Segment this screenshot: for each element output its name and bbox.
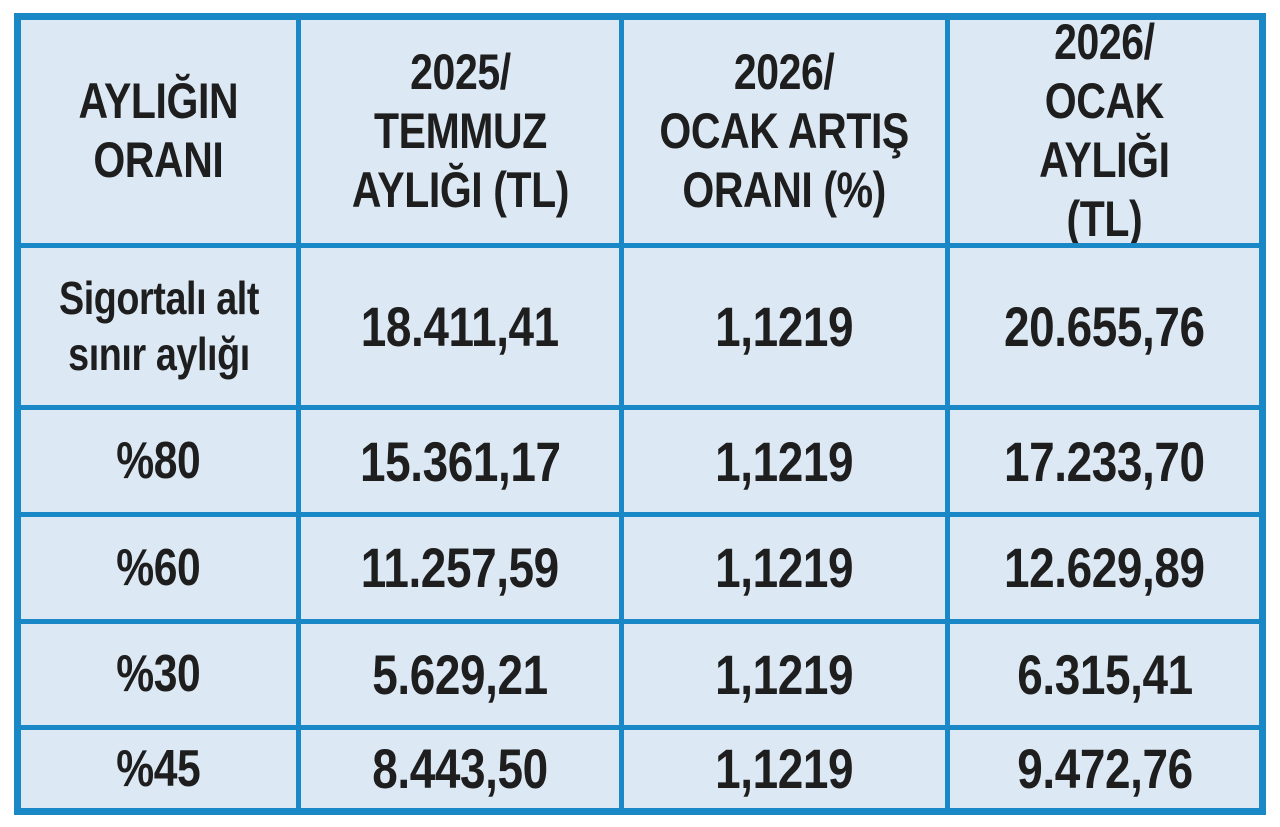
value-cell: 11.257,59 <box>301 516 619 619</box>
value-text: 8.443,50 <box>372 737 548 801</box>
value-cell: 1,1219 <box>623 410 946 512</box>
value-text: 6.315,41 <box>1016 642 1193 706</box>
row-label-60-percent: %60 <box>21 516 297 619</box>
value-text: 17.233,70 <box>1004 429 1205 493</box>
header-cell-2026-ocak-ayligi: 2026/ OCAK AYLIĞI (TL) <box>950 20 1259 243</box>
row-label-text: %45 <box>116 739 202 798</box>
value-text: 1,1219 <box>715 536 854 600</box>
value-cell: 17.233,70 <box>950 410 1259 512</box>
row-label-text: Sigortalı alt sınır aylığı <box>58 272 259 381</box>
header-cell-2026-ocak-artis-orani: 2026/ OCAK ARTIŞ ORANI (%) <box>623 20 946 243</box>
value-cell: 5.629,21 <box>301 623 619 725</box>
header-text: 2026/ OCAK AYLIĞI (TL) <box>1039 20 1170 243</box>
header-text: AYLIĞIN ORANI <box>78 73 239 189</box>
value-text: 20.655,76 <box>1004 294 1205 358</box>
pension-increase-table: AYLIĞIN ORANI 2025/ TEMMUZ AYLIĞI (TL) 2… <box>14 13 1266 815</box>
header-cell-aylik-orani: AYLIĞIN ORANI <box>21 20 297 243</box>
header-cell-2025-temmuz-ayligi: 2025/ TEMMUZ AYLIĞI (TL) <box>301 20 619 243</box>
value-text: 1,1219 <box>715 294 854 358</box>
value-cell: 9.472,76 <box>950 729 1259 808</box>
value-cell: 1,1219 <box>623 623 946 725</box>
row-label-sigortali-alt-sinir: Sigortalı alt sınır aylığı <box>21 247 297 406</box>
row-label-text: %80 <box>116 432 202 491</box>
row-label-30-percent: %30 <box>21 623 297 725</box>
header-text: 2025/ TEMMUZ AYLIĞI (TL) <box>351 43 570 218</box>
value-text: 18.411,41 <box>361 294 560 358</box>
value-cell: 1,1219 <box>623 516 946 619</box>
header-text: 2026/ OCAK ARTIŞ ORANI (%) <box>659 43 910 218</box>
value-cell: 18.411,41 <box>301 247 619 406</box>
value-text: 9.472,76 <box>1016 737 1193 801</box>
value-cell: 1,1219 <box>623 247 946 406</box>
row-label-45-percent: %45 <box>21 729 297 808</box>
row-label-text: %60 <box>116 538 202 597</box>
value-cell: 15.361,17 <box>301 410 619 512</box>
value-text: 12.629,89 <box>1004 536 1205 600</box>
row-label-80-percent: %80 <box>21 410 297 512</box>
value-text: 1,1219 <box>715 737 854 801</box>
value-cell: 6.315,41 <box>950 623 1259 725</box>
value-text: 1,1219 <box>715 429 854 493</box>
value-text: 5.629,21 <box>372 642 548 706</box>
value-text: 1,1219 <box>715 642 854 706</box>
value-cell: 12.629,89 <box>950 516 1259 619</box>
value-text: 15.361,17 <box>359 429 561 493</box>
row-label-text: %30 <box>116 645 202 704</box>
value-cell: 1,1219 <box>623 729 946 808</box>
value-cell: 20.655,76 <box>950 247 1259 406</box>
value-text: 11.257,59 <box>361 536 560 600</box>
value-cell: 8.443,50 <box>301 729 619 808</box>
